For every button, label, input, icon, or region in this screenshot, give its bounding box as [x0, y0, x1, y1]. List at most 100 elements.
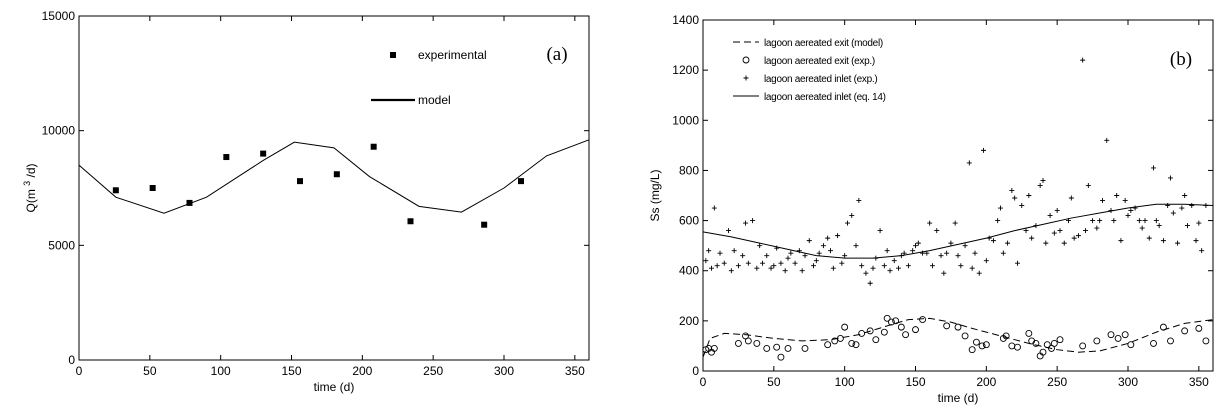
- data-point: [1153, 218, 1159, 224]
- data-point: [1014, 343, 1021, 351]
- data-point: [852, 341, 860, 349]
- data-point: [753, 339, 761, 347]
- data-point: [813, 258, 819, 264]
- data-point: [872, 336, 880, 344]
- data-point: [976, 270, 982, 276]
- data-point: [968, 346, 976, 354]
- data-point: [792, 260, 798, 266]
- data-point: [863, 270, 869, 276]
- data-point: [859, 263, 865, 269]
- data-point: [825, 235, 831, 241]
- data-point: [1008, 342, 1016, 350]
- data-point: [1185, 223, 1190, 229]
- data-point: [186, 199, 193, 206]
- data-point: [750, 218, 756, 224]
- x-tick-label: 150: [905, 375, 925, 389]
- data-point: [1142, 218, 1148, 224]
- data-point: [867, 280, 873, 286]
- data-point: [1114, 193, 1120, 198]
- data-point: [842, 253, 848, 259]
- data-point: [978, 342, 986, 350]
- x-tick-label: 200: [976, 375, 996, 389]
- series-line: [702, 203, 1214, 259]
- legend-entry: lagoon aereated inlet (eq. 14): [733, 92, 886, 103]
- data-point: [481, 221, 488, 228]
- data-point: [944, 250, 950, 256]
- data-point: [1114, 334, 1122, 342]
- x-axis-label: time (d): [938, 391, 979, 405]
- data-point: [721, 260, 727, 266]
- data-point: [831, 337, 839, 345]
- data-point: [1122, 198, 1128, 204]
- data-point: [1083, 228, 1088, 234]
- data-point: [1002, 332, 1010, 340]
- y-tick-label: 5000: [48, 238, 75, 252]
- data-point: [1068, 195, 1074, 201]
- x-tick-label: 150: [281, 364, 301, 378]
- data-point: [801, 344, 809, 352]
- data-point: [711, 205, 717, 211]
- data-point: [1039, 348, 1047, 356]
- y-tick-label: 600: [679, 214, 699, 228]
- data-point: [1025, 329, 1033, 337]
- legend-entry: experimental: [390, 48, 487, 62]
- x-tick-label: 100: [835, 375, 855, 389]
- y-tick-label: 800: [679, 163, 699, 177]
- data-point: [407, 218, 414, 225]
- data-point: [841, 323, 849, 331]
- data-point: [955, 253, 961, 259]
- data-point: [1009, 187, 1015, 193]
- data-point: [990, 238, 996, 244]
- data-point: [948, 240, 954, 246]
- data-point: [998, 205, 1003, 211]
- data-point: [806, 238, 812, 244]
- data-point: [866, 327, 874, 335]
- x-tick-label: 100: [211, 364, 231, 378]
- data-point: [297, 178, 303, 185]
- chart-a: 0 50 100 150 200 250 300 350 0 5000 10000 15000 time…: [0, 0, 600, 416]
- data-point: [1047, 213, 1053, 219]
- data-point: [1093, 337, 1101, 345]
- data-point: [1000, 250, 1006, 256]
- data-point: [836, 334, 844, 342]
- series-2: [703, 57, 1209, 286]
- data-point: [910, 248, 916, 254]
- data-point: [1125, 213, 1131, 219]
- y-axis-label: Ss (mg/L): [648, 169, 662, 221]
- data-point: [1040, 177, 1046, 183]
- data-point: [714, 263, 720, 269]
- data-point: [848, 339, 856, 347]
- y-axis-label-part: /d): [24, 163, 38, 180]
- data-point: [742, 332, 749, 340]
- data-point: [1127, 341, 1135, 349]
- data-point: [709, 265, 714, 271]
- data-point: [1181, 327, 1189, 335]
- data-point: [1097, 218, 1103, 224]
- y-tick-label: 1200: [672, 63, 699, 77]
- y-tick-label: 400: [679, 264, 699, 278]
- data-point: [1150, 339, 1157, 347]
- data-point: [757, 243, 763, 249]
- legend-symbol: [742, 56, 750, 64]
- data-point: [370, 143, 377, 150]
- x-tick-label: 200: [352, 364, 372, 378]
- data-point: [782, 268, 788, 274]
- data-point: [1100, 198, 1105, 204]
- data-point: [1128, 208, 1134, 214]
- data-point: [962, 243, 968, 249]
- x-tick-label: 0: [76, 364, 83, 378]
- data-point: [1057, 228, 1063, 234]
- data-point: [1080, 57, 1086, 63]
- data-point: [1037, 182, 1043, 188]
- data-point: [1170, 210, 1176, 216]
- data-point: [943, 322, 951, 330]
- data-point: [1175, 240, 1181, 246]
- data-point: [915, 240, 921, 246]
- x-tick-label: 250: [423, 364, 443, 378]
- data-point: [927, 220, 933, 226]
- data-point: [983, 258, 989, 264]
- data-point: [839, 260, 845, 266]
- data-point: [1199, 248, 1205, 254]
- y-tick-label: 0: [692, 364, 699, 378]
- data-point: [982, 341, 990, 349]
